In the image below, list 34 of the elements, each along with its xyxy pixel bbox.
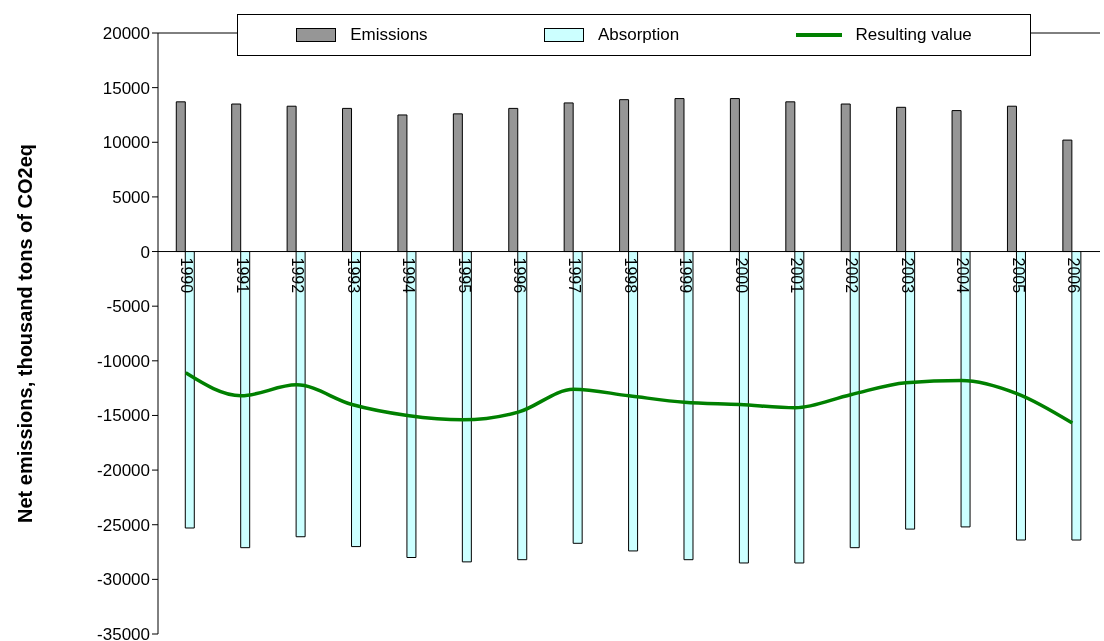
y-tick-label: 15000 (102, 78, 150, 98)
legend-label: Resulting value (855, 25, 972, 45)
x-tick-label: 2003 (898, 257, 916, 294)
y-tick-label: -35000 (97, 625, 150, 641)
y-tick-label: -5000 (106, 297, 150, 317)
y-tick-label: 10000 (102, 133, 150, 153)
y-tick-label: 20000 (102, 24, 150, 44)
legend-label: Emissions (350, 25, 428, 45)
x-tick-label: 1999 (677, 257, 695, 294)
x-tick-label: 1993 (344, 257, 362, 294)
x-tick-label: 2002 (843, 257, 861, 294)
x-tick-label: 2006 (1065, 257, 1083, 294)
x-tick-label: 1997 (566, 257, 584, 294)
x-tick-label: 1994 (400, 257, 418, 294)
legend-label: Absorption (597, 25, 680, 45)
x-tick-label: 1998 (621, 257, 639, 294)
x-tick-label: 2005 (1009, 257, 1027, 294)
x-tick-label: 1991 (233, 257, 251, 294)
y-tick-label: 0 (140, 242, 150, 262)
x-tick-label: 2004 (954, 257, 972, 294)
y-tick-label: -15000 (97, 406, 150, 426)
y-tick-label: -25000 (97, 515, 150, 535)
x-tick-label: 2000 (732, 257, 750, 294)
y-tick-label: -20000 (97, 461, 150, 481)
x-tick-label: 2001 (788, 257, 806, 294)
x-tick-label: 1992 (289, 257, 307, 294)
y-tick-label: -10000 (97, 351, 150, 371)
x-tick-label: 1995 (455, 257, 473, 294)
y-axis-title: Net emissions, thousand tons of CO2eq (14, 144, 37, 523)
line-series (183, 371, 1075, 425)
y-tick-label: -30000 (97, 570, 150, 590)
y-tick-label: 5000 (112, 187, 150, 207)
x-tick-label: 1996 (510, 257, 528, 294)
x-tick-label: 1990 (178, 257, 196, 294)
